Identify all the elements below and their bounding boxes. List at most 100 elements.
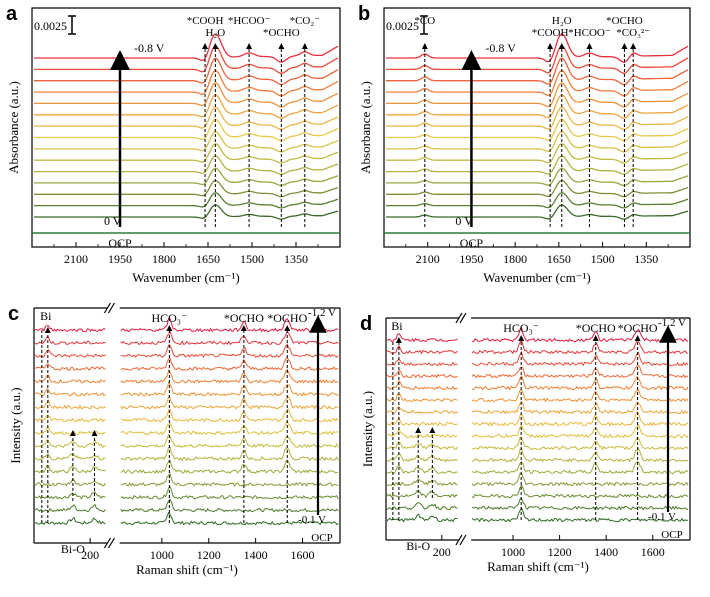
spectrum-line — [386, 32, 689, 63]
spectrum-line — [34, 491, 106, 500]
bottom-potential-label: 0 V — [104, 214, 122, 228]
top-potential-label: -0.8 V — [485, 41, 516, 55]
band-label: *OCHO — [576, 321, 616, 335]
x-tick-label: 1200 — [197, 548, 221, 562]
band-label: *OCHO — [618, 321, 658, 335]
ocp-label: OCP — [661, 529, 682, 541]
y-axis-label: Absorbance (a.u.) — [358, 81, 373, 174]
spectrum-line — [120, 498, 339, 513]
x-tick-label: 1600 — [290, 548, 314, 562]
spectrum-line — [34, 155, 339, 175]
x-tick-label: 2100 — [416, 252, 440, 266]
spectrum-line — [34, 438, 106, 449]
spectrum-line — [34, 45, 339, 74]
x-tick-label: 1400 — [244, 548, 268, 562]
spectrum-line — [386, 69, 689, 97]
x-axis-label: Wavenumber (cm⁻¹) — [132, 270, 240, 285]
axis-break-mark — [459, 312, 467, 324]
spectrum-line — [386, 191, 689, 209]
axis-break-mark — [455, 312, 463, 324]
x-tick-label: 1000 — [501, 545, 525, 559]
spectrum-line — [120, 395, 339, 410]
spectrum-line — [386, 45, 689, 75]
spectrum-line — [471, 498, 689, 511]
axis-break-mark — [459, 534, 467, 546]
spectrum-line — [34, 143, 339, 164]
band-label: Bi — [40, 309, 52, 323]
scale-bar-label: 0.0025 — [386, 19, 419, 33]
spectrum-line — [386, 416, 458, 427]
spectrum-line — [34, 414, 106, 423]
spectrum-line — [34, 69, 339, 97]
band-label: *CO — [414, 15, 435, 27]
band-label: *CO₃²⁻ — [616, 27, 650, 39]
spectrum-line — [386, 406, 458, 415]
spectrum-line — [34, 118, 339, 142]
x-tick-label: 1500 — [240, 252, 264, 266]
top-potential-label: -1.2 V — [308, 307, 336, 319]
band-label: H₂O — [552, 15, 572, 27]
spectrum-line — [34, 81, 339, 108]
spectrum-line — [386, 393, 458, 403]
x-axis-label: Raman shift (cm⁻¹) — [487, 559, 589, 574]
axes-frame — [31, 7, 341, 248]
spectrum-line — [386, 94, 689, 119]
spectrum-line — [386, 118, 689, 142]
spectrum-line — [34, 363, 106, 371]
spectrum-line — [471, 423, 689, 439]
x-tick-label: 1650 — [196, 252, 220, 266]
spectrum-line — [386, 333, 458, 343]
band-label: *COOH — [532, 27, 569, 39]
scale-bar-label: 0.0025 — [34, 19, 67, 33]
axes-frame — [383, 7, 691, 248]
spectrum-line — [34, 57, 339, 86]
spectrum-line — [120, 330, 339, 346]
spectrum-line — [34, 374, 106, 384]
spectrum-line — [386, 130, 689, 153]
spectrum-line — [34, 503, 106, 513]
spectrum-line — [471, 400, 689, 415]
spectrum-line — [386, 155, 689, 175]
spectrum-line — [120, 511, 339, 526]
spectrum-line — [472, 327, 689, 343]
spectrum-line — [471, 389, 689, 403]
spectrum-line — [120, 317, 339, 333]
spectrum-line — [120, 381, 339, 397]
spectrum-line — [34, 106, 339, 131]
spectrum-line — [471, 506, 689, 523]
bottom-potential-label: -0.1 V — [648, 511, 676, 523]
spectrum-line — [471, 484, 689, 499]
band-label: *HCOO⁻ — [228, 15, 271, 27]
band-label: *COOH — [187, 15, 224, 27]
spectrum-line — [386, 345, 458, 355]
x-axis-label: Raman shift (cm⁻¹) — [136, 562, 238, 577]
spectrum-line — [386, 453, 458, 463]
bottom-potential-label: 0 V — [455, 214, 473, 228]
spectrum-line — [386, 502, 458, 511]
spectrum-line — [386, 427, 458, 439]
spectrum-line — [471, 375, 689, 391]
spectrum-line — [386, 478, 458, 487]
spectrum-line — [34, 336, 106, 345]
band-label: Bi-O — [61, 542, 85, 556]
spectrum-line — [34, 33, 339, 63]
spectrum-line — [120, 486, 339, 500]
spectrum-line — [120, 343, 339, 359]
spectrum-line — [471, 461, 689, 475]
panel-label: b — [358, 3, 370, 25]
spectrum-line — [386, 179, 689, 198]
spectrum-line — [386, 464, 458, 475]
x-tick-label: 1800 — [503, 252, 527, 266]
spectrum-line — [34, 179, 339, 198]
spectrum-line — [471, 436, 689, 451]
panel-label: d — [360, 313, 372, 335]
spectrum-line — [34, 453, 106, 461]
band-label: *CO₂⁻ — [290, 15, 321, 27]
spectrum-line — [386, 106, 689, 131]
spectrum-line — [471, 472, 689, 487]
x-tick-label: 1200 — [548, 545, 572, 559]
spectrum-line — [386, 513, 458, 523]
x-tick-label: 1350 — [634, 252, 658, 266]
band-label: *OCHO — [224, 311, 264, 325]
